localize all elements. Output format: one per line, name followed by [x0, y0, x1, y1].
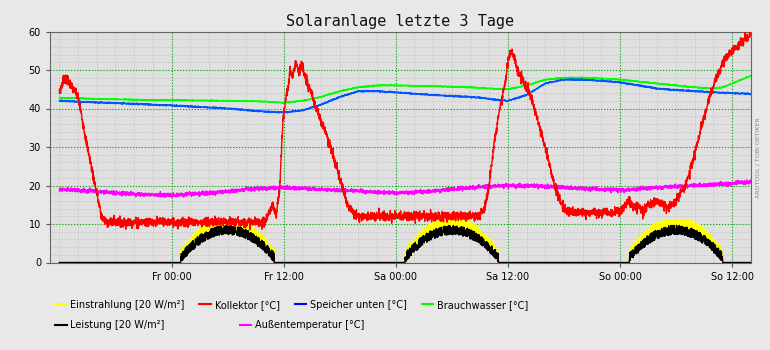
- Text: ARDTOOL / TOBI OETIKER: ARDTOOL / TOBI OETIKER: [756, 117, 761, 198]
- Title: Solaranlage letzte 3 Tage: Solaranlage letzte 3 Tage: [286, 14, 514, 29]
- Legend: Leistung [20 W/m²], , , Außentemperatur [°C]: Leistung [20 W/m²], , , Außentemperatur …: [55, 321, 365, 330]
